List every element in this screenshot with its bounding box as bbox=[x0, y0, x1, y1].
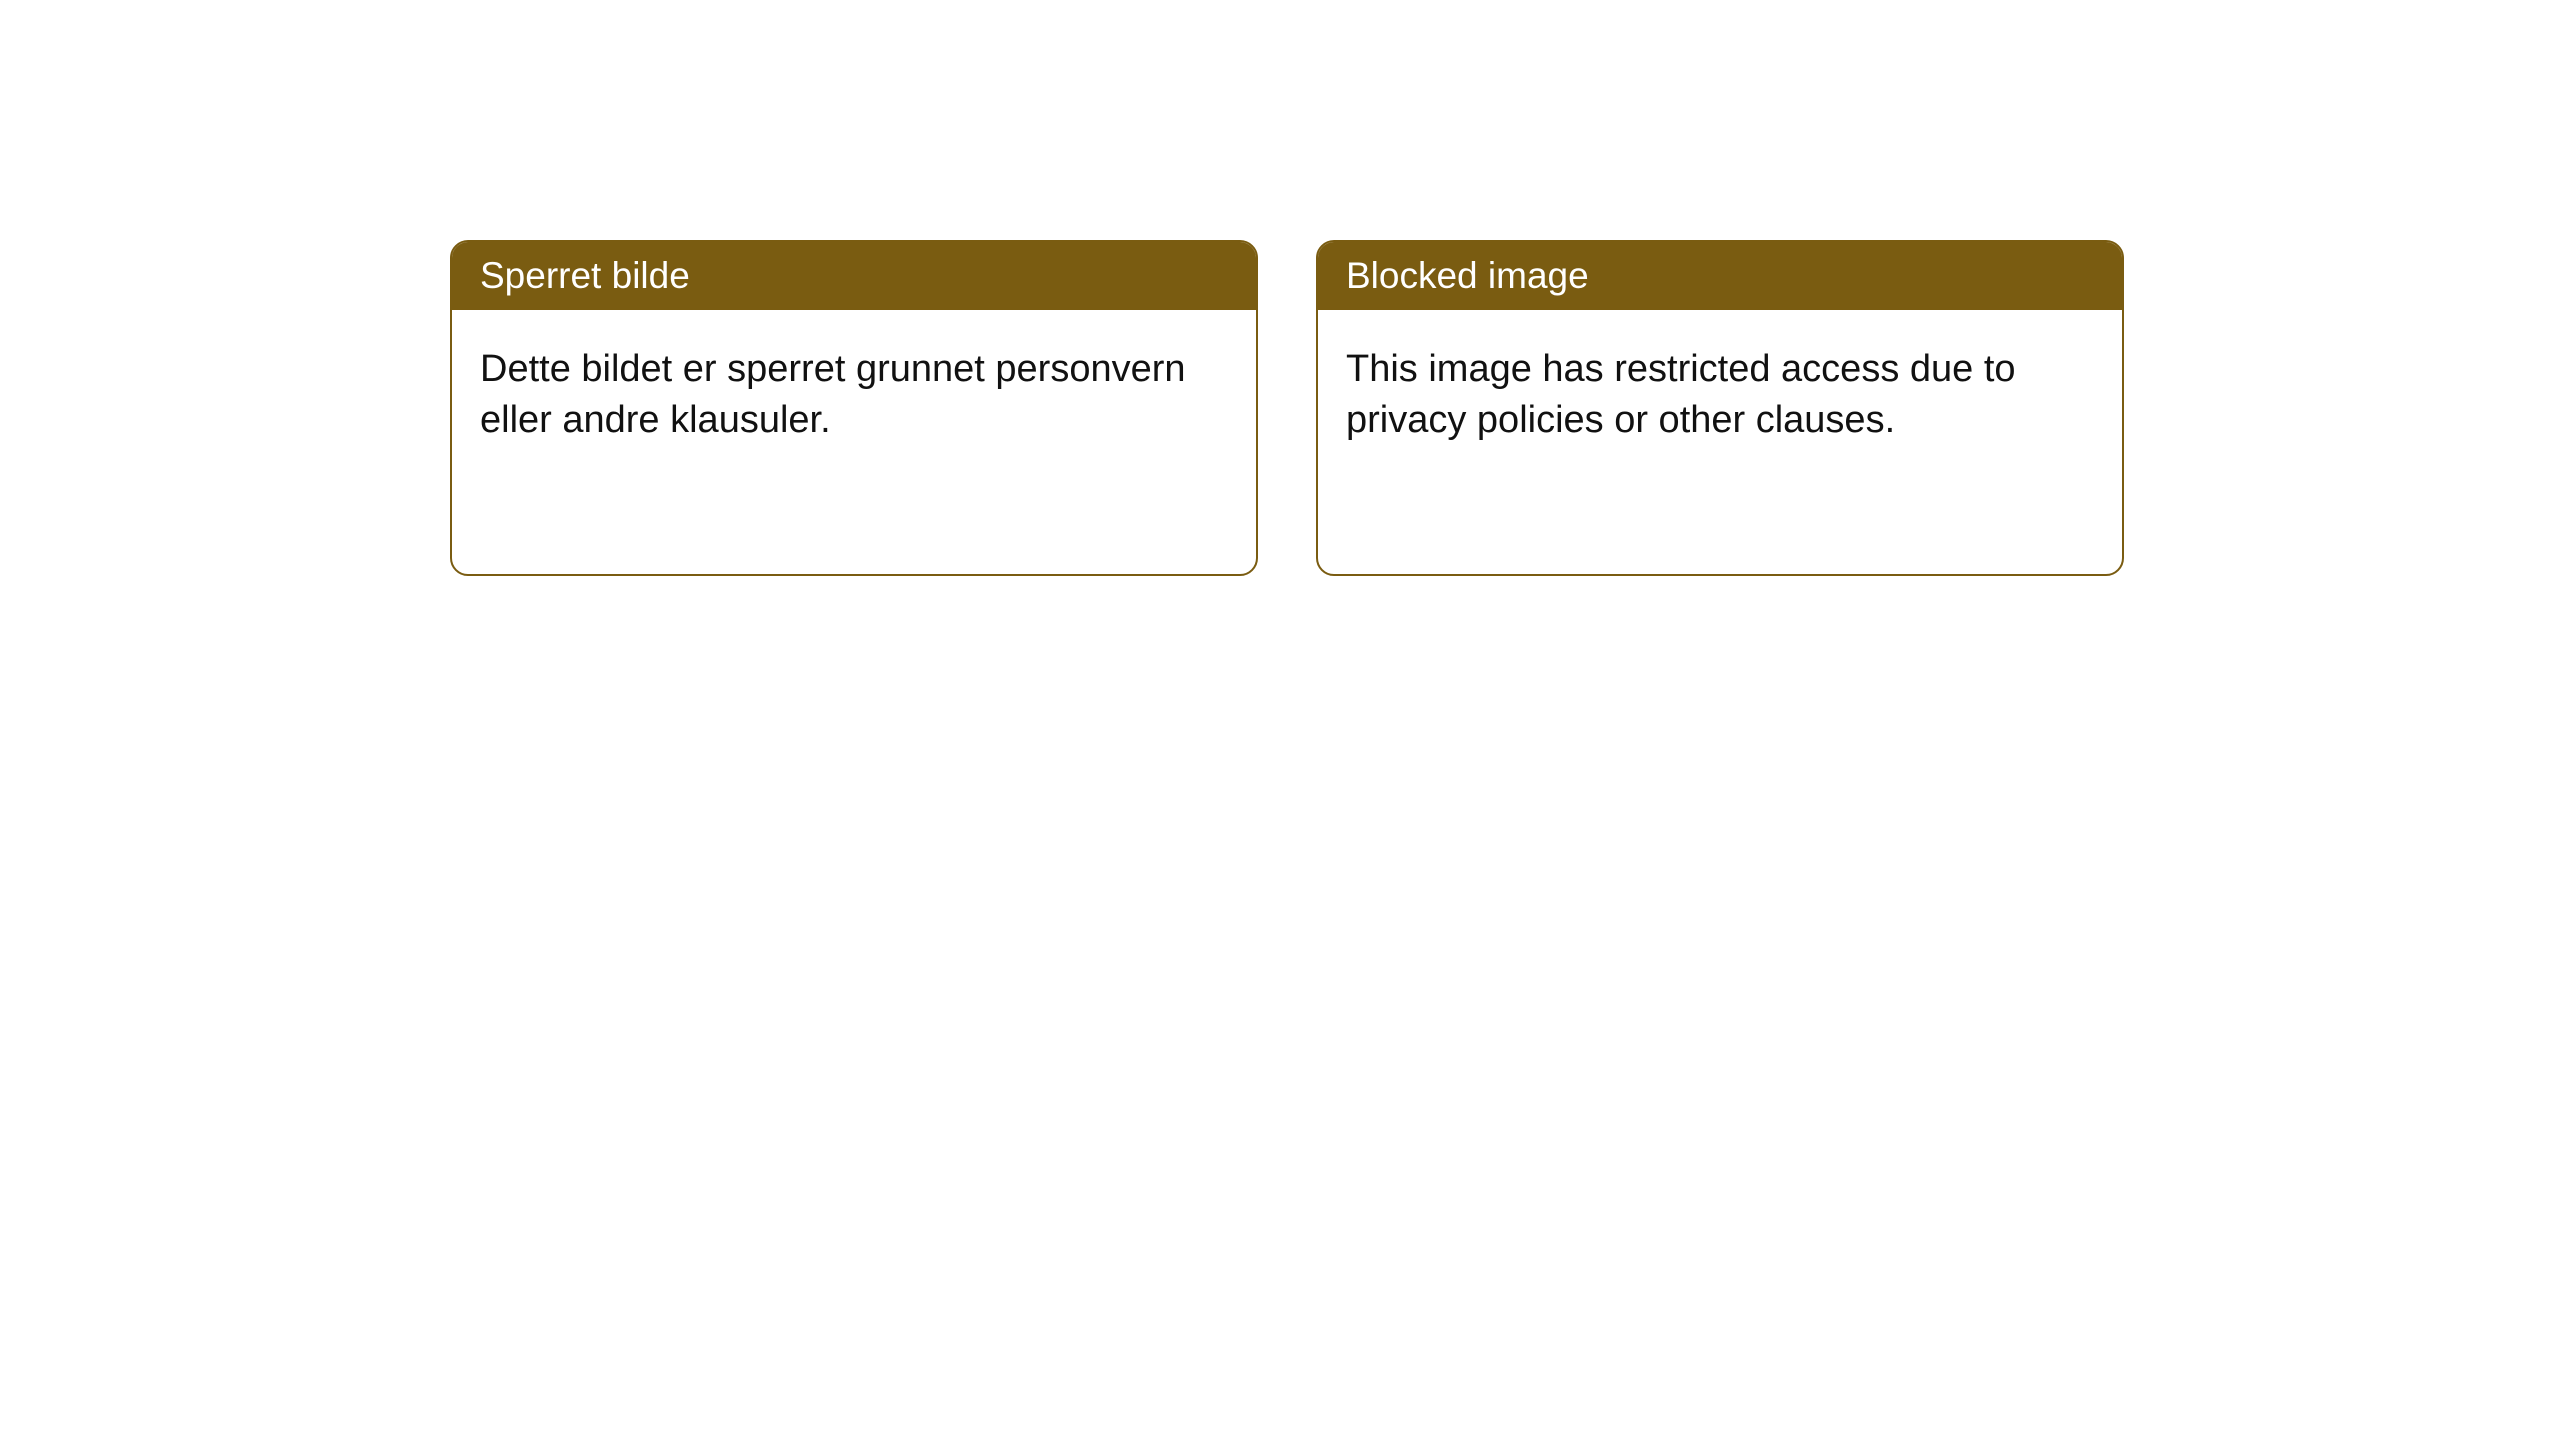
card-body: This image has restricted access due to … bbox=[1318, 310, 2122, 481]
card-body: Dette bildet er sperret grunnet personve… bbox=[452, 310, 1256, 481]
blocked-image-card-no: Sperret bilde Dette bildet er sperret gr… bbox=[450, 240, 1258, 576]
cards-container: Sperret bilde Dette bildet er sperret gr… bbox=[0, 0, 2560, 576]
card-header: Sperret bilde bbox=[452, 242, 1256, 310]
blocked-image-card-en: Blocked image This image has restricted … bbox=[1316, 240, 2124, 576]
card-header: Blocked image bbox=[1318, 242, 2122, 310]
